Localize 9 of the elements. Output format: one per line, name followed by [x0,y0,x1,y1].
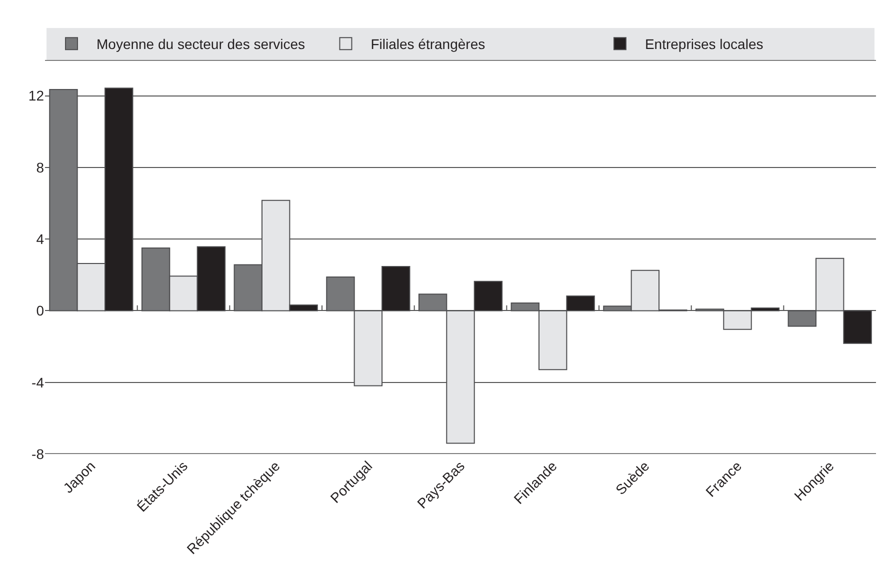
y-tick-label: -8 [32,446,44,462]
legend-label: Moyenne du secteur des services [96,36,306,52]
legend-label: Filiales étrangères [370,36,486,52]
y-tick-label: 8 [36,159,44,176]
y-tick-label: -4 [32,374,44,390]
legend-label: Entreprises locales [644,36,764,52]
y-tick-label: 4 [36,230,44,247]
y-tick-label: 0 [36,302,44,319]
y-tick-label: 12 [28,88,44,104]
